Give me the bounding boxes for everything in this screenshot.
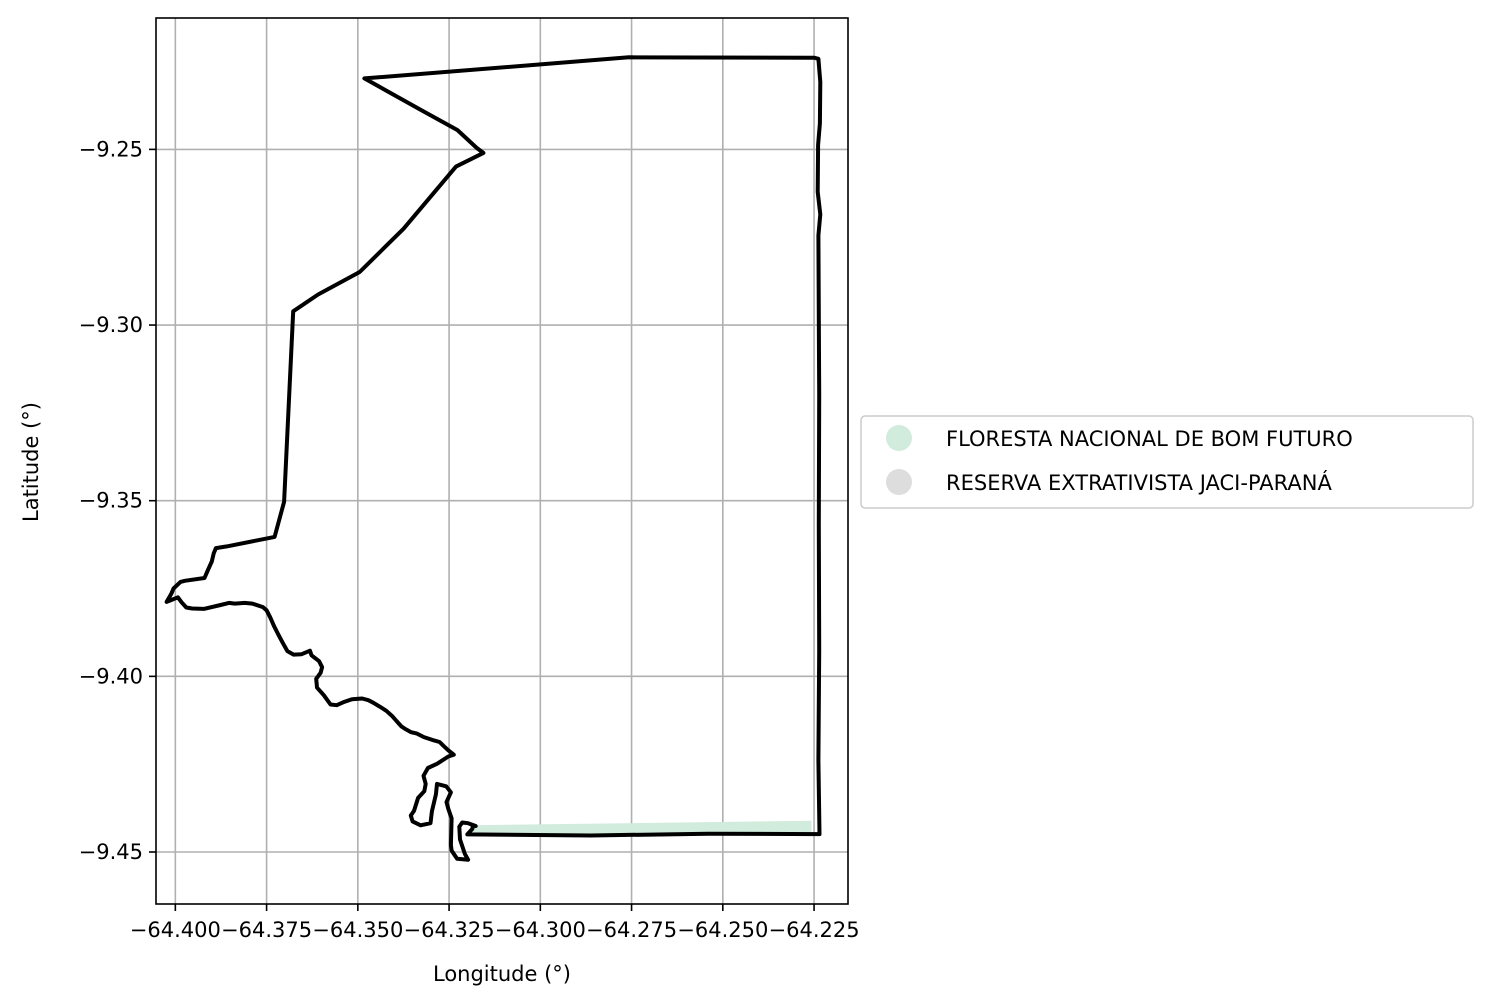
y-tick-label: −9.35: [79, 489, 143, 513]
x-tick-label: −64.400: [130, 918, 221, 942]
x-tick-label: −64.325: [404, 918, 495, 942]
x-axis-title: Longitude (°): [433, 962, 571, 986]
data-layer: [164, 55, 823, 862]
axis-ticks: −64.400 −64.375 −64.350 −64.325 −64.300 −64.2…: [79, 137, 860, 942]
x-tick-label: −64.300: [495, 918, 586, 942]
y-tick-label: −9.25: [79, 137, 143, 161]
x-tick-label: −64.275: [586, 918, 677, 942]
x-tick-label: −64.350: [312, 918, 403, 942]
grid-lines: [156, 18, 848, 904]
y-axis-title: Latitude (°): [19, 402, 43, 522]
legend-label-floresta: FLORESTA NACIONAL DE BOM FUTURO: [946, 427, 1353, 451]
y-tick-label: −9.30: [79, 313, 143, 337]
legend-frame: [860, 415, 1474, 509]
legend-label-reserva: RESERVA EXTRATIVISTA JACI-PARANÁ: [946, 470, 1332, 495]
y-tick-label: −9.45: [79, 840, 143, 864]
legend: FLORESTA NACIONAL DE BOM FUTURO RESERVA …: [860, 415, 1474, 509]
legend-marker-floresta: [886, 425, 912, 451]
reserva-boundary-outline: [164, 55, 823, 862]
x-tick-label: −64.225: [769, 918, 860, 942]
x-tick-label: −64.375: [221, 918, 312, 942]
y-tick-label: −9.40: [79, 664, 143, 688]
x-tick-label: −64.250: [677, 918, 768, 942]
plot-frame: [155, 17, 849, 905]
legend-marker-reserva: [886, 469, 912, 495]
